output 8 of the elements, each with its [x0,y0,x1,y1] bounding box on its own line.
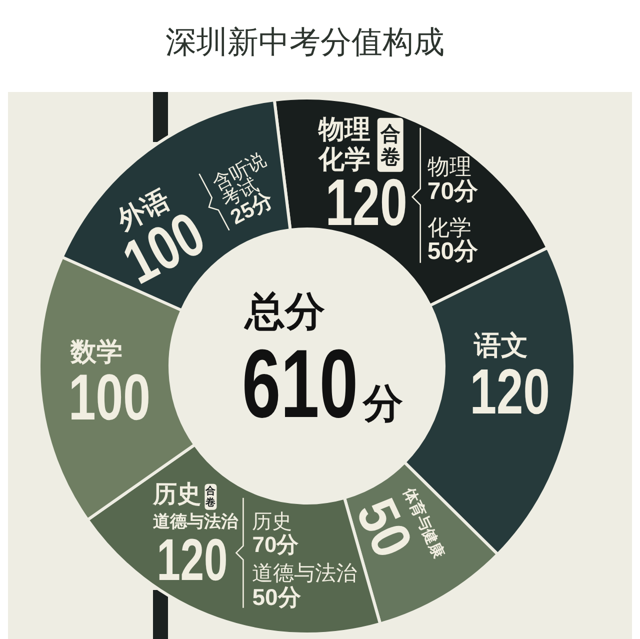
chart-title: 深圳新中考分值构成 [166,24,444,60]
text: 物理 70分 [427,154,480,204]
text: 总分 [243,289,325,335]
text: 道德与法治 50分 [252,560,358,610]
slice-label: 物理化学 [317,114,370,175]
text: 化学 50分 [427,215,480,264]
text: 含听说 考试 25分 [209,148,278,229]
text: 历史 70分 [252,508,300,556]
